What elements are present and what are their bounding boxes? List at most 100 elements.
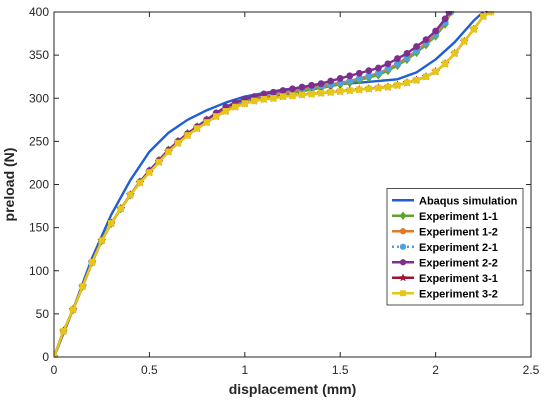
data-point-circle [403, 50, 411, 57]
legend-label: Experiment 3-2 [419, 288, 498, 300]
legend-entry: Experiment 3-2 [392, 288, 498, 300]
x-tick-label: 2.5 [523, 363, 540, 377]
data-point-square [470, 26, 477, 33]
x-tick-label: 2 [432, 363, 439, 377]
data-point-square [193, 125, 201, 132]
data-point-circle [399, 243, 407, 250]
data-point-square [98, 237, 105, 244]
legend-box [386, 188, 524, 306]
data-point-square [212, 113, 220, 120]
y-axis-ticks: 0 50 100 150 200 250 300 350 400 [29, 5, 531, 364]
data-point-circle [374, 64, 382, 72]
legend-label: Experiment 2-2 [419, 257, 498, 269]
data-point-circle [399, 259, 407, 266]
data-point-square [241, 100, 248, 107]
x-axis-title: displacement (mm) [229, 381, 357, 397]
data-point-square [60, 327, 67, 335]
data-point-square [136, 179, 144, 186]
data-point-square [222, 107, 229, 115]
series-markers [54, 11, 495, 358]
data-point-square [346, 87, 353, 94]
data-point-square [165, 148, 172, 155]
data-point-square [127, 191, 134, 199]
data-point-square [375, 84, 382, 92]
data-point-square [308, 90, 315, 98]
data-point-square [394, 82, 401, 89]
legend-label: Experiment 2-1 [419, 242, 498, 254]
y-axis-title: preload (N) [1, 148, 17, 222]
y-tick-label: 250 [29, 134, 49, 148]
y-tick-label: 400 [29, 5, 49, 19]
data-point-square [384, 83, 392, 91]
legend-entry: Experiment 2-2 [392, 257, 498, 269]
legend-label: Experiment 1-2 [419, 226, 498, 238]
data-point-square [174, 139, 182, 147]
data-point-square [413, 76, 420, 84]
y-tick-label: 100 [29, 264, 49, 278]
data-point-square [298, 91, 306, 98]
y-tick-label: 200 [29, 178, 49, 192]
data-point-square [480, 13, 487, 20]
data-point-square [232, 103, 239, 111]
legend-entry: Experiment 1-1 [392, 211, 498, 223]
legend-entry: Experiment 3-1 [392, 273, 498, 285]
series-7 [54, 11, 495, 358]
y-tick-label: 350 [29, 48, 49, 62]
y-tick-label: 150 [29, 221, 49, 235]
data-point-square [117, 205, 124, 212]
legend-label: Experiment 3-1 [419, 273, 498, 285]
data-point-square [289, 92, 296, 99]
legend-label: Abaqus simulation [419, 195, 518, 207]
data-point-circle [298, 83, 306, 91]
data-point-circle [308, 81, 315, 89]
data-point-circle [346, 72, 354, 80]
data-point-circle [317, 80, 325, 87]
data-point-circle [399, 228, 407, 235]
legend-entry: Experiment 1-2 [392, 226, 498, 238]
data-point-circle [327, 77, 335, 85]
data-point-square [441, 60, 449, 67]
y-tick-label: 300 [29, 91, 49, 105]
data-point-square [336, 88, 344, 95]
data-point-diamond [399, 211, 407, 220]
data-point-square [155, 158, 163, 166]
data-point-square [88, 258, 96, 266]
y-tick-label: 50 [36, 307, 50, 321]
data-point-square [184, 132, 191, 139]
data-point-square [79, 283, 86, 290]
data-point-square [422, 73, 430, 80]
data-point-circle [355, 69, 363, 77]
data-point-circle [394, 55, 401, 62]
data-point-square [365, 85, 373, 92]
data-point-circle [336, 75, 344, 82]
data-point-circle [432, 27, 440, 35]
data-point-square [356, 86, 363, 93]
data-point-square [400, 290, 406, 297]
data-point-circle [384, 60, 392, 68]
x-axis-ticks: 0 0.5 1 1.5 2 2.5 [51, 12, 540, 377]
data-point-square [403, 79, 411, 86]
legend: Abaqus simulation Experiment 1-1 Experimen… [386, 188, 524, 306]
legend-entry: Experiment 2-1 [392, 242, 498, 254]
data-point-square [317, 89, 325, 97]
data-point-square [451, 50, 458, 57]
x-tick-label: 1.5 [332, 363, 349, 377]
data-point-square [461, 38, 468, 45]
data-point-square [432, 68, 439, 75]
x-tick-label: 0.5 [141, 363, 158, 377]
data-point-circle [422, 36, 430, 43]
data-point-star [398, 273, 408, 282]
series-layer [54, 11, 495, 358]
legend-label: Experiment 1-1 [419, 211, 498, 223]
x-tick-label: 0 [51, 363, 58, 377]
data-point-square [327, 89, 334, 96]
data-point-square [260, 95, 268, 103]
data-point-square [251, 97, 258, 105]
x-tick-label: 1 [241, 363, 248, 377]
data-point-circle [365, 67, 373, 75]
data-point-square [203, 119, 210, 126]
y-tick-label: 0 [42, 350, 49, 364]
data-point-square [279, 93, 287, 100]
